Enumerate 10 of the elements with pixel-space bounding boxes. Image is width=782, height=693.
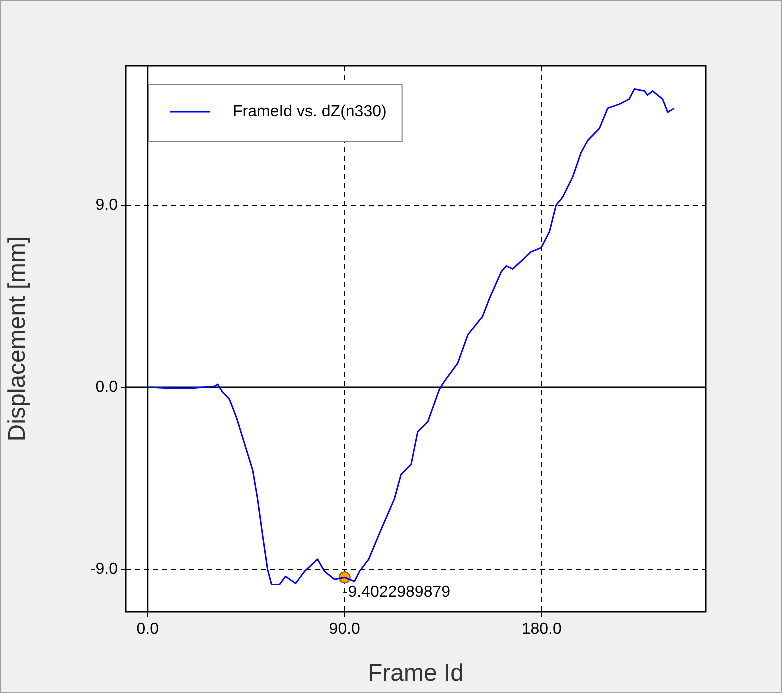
x-axis-title: Frame Id bbox=[368, 660, 464, 688]
y-tick-label: 0.0 bbox=[96, 378, 118, 396]
x-tick-label: 0.0 bbox=[136, 621, 160, 638]
y-tick-label: 9.0 bbox=[96, 196, 118, 214]
x-tick-label: 90.0 bbox=[329, 621, 361, 638]
y-tick-label: -9.0 bbox=[90, 560, 118, 578]
data-label: -9.4022989879 bbox=[342, 584, 451, 602]
y-axis-title: Displacement [mm] bbox=[4, 236, 32, 442]
x-tick-label: 180.0 bbox=[522, 621, 562, 638]
legend-label: FrameId vs. dZ(n330) bbox=[233, 103, 387, 120]
